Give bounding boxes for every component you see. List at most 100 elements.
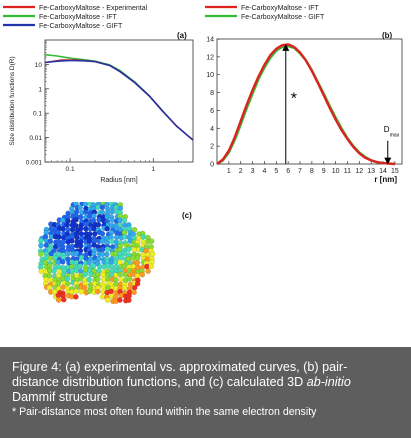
structure-bead <box>73 216 79 223</box>
series-line-a <box>44 59 194 141</box>
structure-bead <box>108 229 115 236</box>
x-tick-label-b: 14 <box>379 168 387 175</box>
structure-bead <box>77 204 84 211</box>
x-tick-label-b: 8 <box>310 168 314 175</box>
plot-area-b <box>216 38 403 165</box>
y-tick-label-a: 0.01 <box>29 135 42 142</box>
legend-a-label: Fe-CarboxyMaltose - GIFT <box>39 23 123 30</box>
structure-bead <box>60 226 66 232</box>
structure-bead <box>38 251 44 258</box>
y-tick-label-b: 6 <box>210 108 214 115</box>
caption-line-3: Dammif structure <box>12 390 108 404</box>
caption-line-1: Figure 4: (a) experimental vs. approxima… <box>12 360 348 374</box>
structure-bead <box>73 222 79 229</box>
x-tick-label-a: 0.1 <box>66 166 75 173</box>
structure-bead <box>92 230 98 237</box>
structure-bead <box>86 276 92 283</box>
x-tick-label-b: 1 <box>227 168 231 175</box>
structure-bead <box>100 271 106 278</box>
structure-bead <box>99 204 106 210</box>
structure-bead <box>77 263 84 269</box>
structure-bead <box>99 251 105 257</box>
y-tick-label-b: 8 <box>210 90 214 97</box>
series-line-b <box>216 44 395 166</box>
structure-bead <box>134 255 141 261</box>
y-tick-label-b: 14 <box>206 37 214 44</box>
structure-bead <box>77 214 84 220</box>
structure-bead <box>140 234 146 240</box>
dammif-structure-panel: (c) <box>37 202 192 305</box>
x-tick-label-b: 13 <box>367 168 375 175</box>
x-axis-label-a: Radius [nm] <box>100 177 137 184</box>
chart-a: Fe-CarboxyMaltose - Experimental Fe-Carbo… <box>3 5 194 184</box>
x-tick-label-b: 9 <box>322 168 326 175</box>
structure-bead <box>121 285 128 291</box>
structure-bead <box>149 251 156 257</box>
structure-bead <box>51 268 57 274</box>
structure-bead <box>77 243 84 249</box>
structure-bead <box>73 288 79 295</box>
legend-b-label: Fe-CarboxyMaltose - IFT <box>241 5 320 12</box>
structure-bead <box>86 259 92 266</box>
y-tick-label-b: 12 <box>206 54 214 61</box>
x-tick-label-b: 3 <box>251 168 255 175</box>
structure-bead <box>121 217 128 224</box>
structure-bead <box>65 250 71 257</box>
structure-bead <box>38 242 44 249</box>
structure-bead <box>47 238 54 245</box>
structure-bead <box>121 263 128 269</box>
structure-bead <box>55 280 62 287</box>
panel-label-b: (b) <box>382 31 393 40</box>
structure-bead <box>65 280 71 287</box>
legend-a-label: Fe-CarboxyMaltose - Experimental <box>39 5 148 12</box>
structure-bead <box>83 225 89 232</box>
panel-label-a: (a) <box>177 31 187 40</box>
structure-bead <box>139 271 146 278</box>
y-tick-label-a: 0.001 <box>26 160 43 167</box>
y-tick-label-b: 4 <box>210 126 214 133</box>
x-tick-label-b: 11 <box>344 168 351 175</box>
x-tick-label-b: 6 <box>286 168 290 175</box>
structure-bead <box>95 221 102 228</box>
x-tick-label-b: 7 <box>298 168 302 175</box>
x-tick-label-a: 1 <box>151 166 155 173</box>
structure-bead <box>104 297 111 303</box>
structure-bead <box>118 276 124 283</box>
structure-bead <box>131 284 138 291</box>
structure-bead <box>104 251 110 258</box>
structure-bead <box>99 230 106 237</box>
structure-bead <box>99 209 106 215</box>
legend-b-label: Fe-CarboxyMaltose - GIFT <box>241 14 325 21</box>
structure-bead <box>61 296 67 303</box>
structure-bead <box>148 238 155 245</box>
x-tick-label-b: 2 <box>239 168 243 175</box>
structure-bead <box>134 260 141 266</box>
structure-bead <box>90 263 97 269</box>
caption-footnote: * Pair-distance most often found within … <box>12 406 317 418</box>
chart-b: Fe-CarboxyMaltose - IFT Fe-CarboxyMaltose… <box>205 5 403 184</box>
series-line-a <box>44 59 194 141</box>
structure-bead <box>108 288 114 295</box>
x-tick-label-b: 5 <box>274 168 278 175</box>
structure-bead <box>37 238 44 244</box>
dmax-annotation: D <box>384 125 390 134</box>
y-axis-label-a: Size distribution functions D(R) <box>9 56 16 145</box>
caption-italic: ab-initio <box>306 375 351 389</box>
structure-bead <box>131 246 138 253</box>
y-tick-label-b: 10 <box>206 72 214 79</box>
structure-bead <box>117 271 124 278</box>
structure-bead <box>95 276 101 282</box>
structure-bead <box>69 238 75 244</box>
x-tick-label-b: 4 <box>262 168 266 175</box>
figure-caption: Figure 4: (a) experimental vs. approxima… <box>0 347 411 438</box>
legend-a-label: Fe-CarboxyMaltose - IFT <box>39 14 118 21</box>
structure-bead <box>86 288 93 295</box>
structure-bead <box>145 268 151 274</box>
x-axis-label-b: r [nm] <box>374 175 397 184</box>
structure-bead <box>82 284 88 291</box>
structure-bead <box>104 225 110 232</box>
structure-bead <box>95 288 101 295</box>
y-tick-label-a: 10 <box>35 62 43 69</box>
y-tick-label-b: 0 <box>210 162 214 169</box>
y-tick-label-b: 2 <box>210 144 214 151</box>
